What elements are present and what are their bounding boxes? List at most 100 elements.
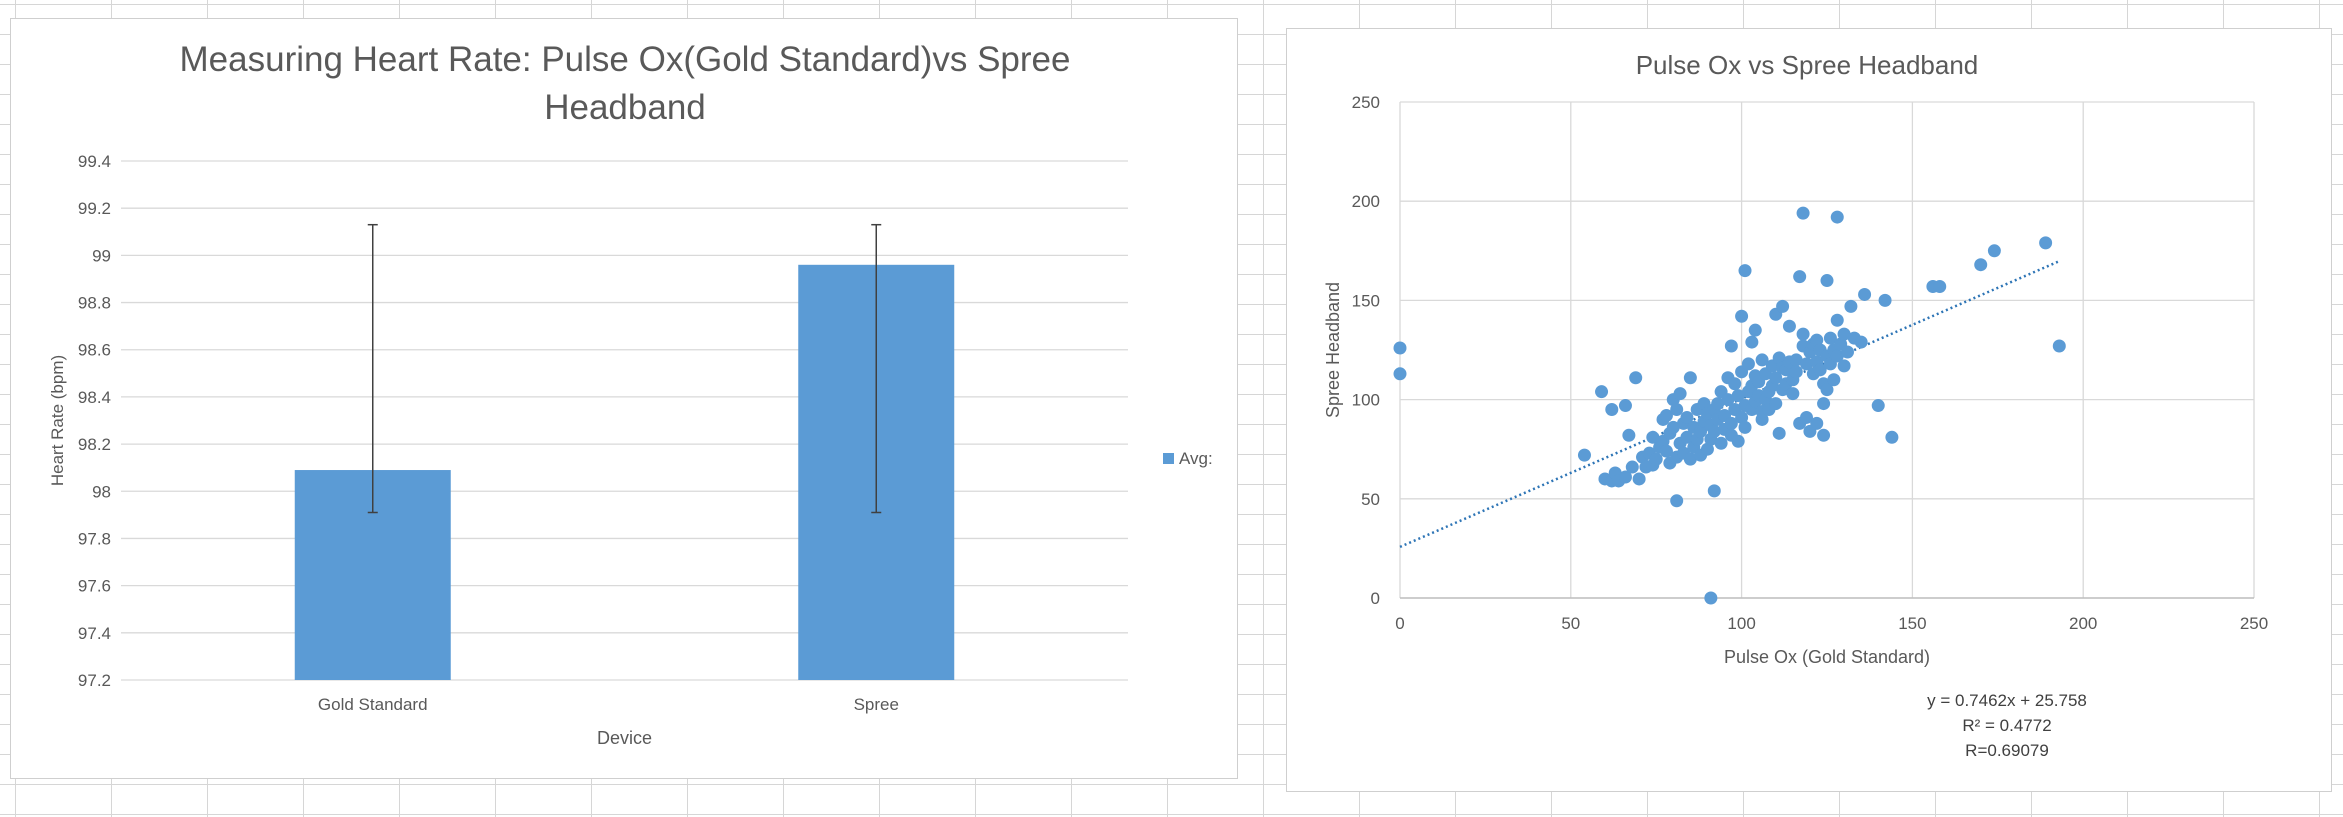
data-point [1670, 494, 1684, 508]
data-point [1646, 430, 1660, 444]
y-tick-label: 98.2 [78, 435, 111, 454]
y-tick-label: 0 [1371, 589, 1380, 608]
y-tick-label: 98.6 [78, 341, 111, 360]
scatter-chart: Pulse Ox vs Spree Headband 0 50 100 150 200 25… [1323, 50, 2268, 667]
data-point [1629, 371, 1643, 385]
data-point [1793, 270, 1807, 284]
x-axis-title: Pulse Ox (Gold Standard) [1724, 647, 1930, 667]
data-point [1823, 331, 1837, 345]
data-point [1393, 367, 1407, 381]
data-point [1625, 460, 1639, 474]
bar-chart-panel[interactable]: Measuring Heart Rate: Pulse Ox(Gold Stan… [10, 18, 1238, 779]
y-tick-label: 250 [1352, 93, 1380, 112]
data-point [2039, 236, 2053, 250]
data-point [1786, 387, 1800, 401]
data-point [1840, 345, 1854, 359]
data-point [1670, 403, 1684, 417]
data-point [1820, 383, 1834, 397]
data-point [1748, 323, 1762, 337]
data-point [1772, 426, 1786, 440]
y-tick-label: 100 [1352, 391, 1380, 410]
data-point [1618, 399, 1632, 413]
data-point [1772, 351, 1786, 365]
data-point [1974, 258, 1988, 272]
data-point [1659, 444, 1673, 458]
data-point [1830, 349, 1844, 363]
data-point [1987, 244, 2001, 258]
data-point [1755, 353, 1769, 367]
data-point [1854, 335, 1868, 349]
data-point [1704, 591, 1718, 605]
x-tick-label: 0 [1395, 614, 1404, 633]
data-point [1885, 430, 1899, 444]
data-point [1830, 313, 1844, 327]
data-point [1871, 399, 1885, 413]
r-value-label: R=0.69079 [1965, 741, 2049, 760]
y-axis-title: Spree Headband [1323, 282, 1343, 418]
data-point [1735, 309, 1749, 323]
data-point [1837, 359, 1851, 373]
data-point [1820, 274, 1834, 288]
x-tick-label: 150 [1898, 614, 1926, 633]
data-point [1745, 335, 1759, 349]
data-point [1707, 424, 1721, 438]
data-point [1735, 410, 1749, 424]
x-axis-title: Device [597, 728, 652, 748]
data-point [1605, 403, 1619, 417]
y-tick-label: 99.4 [78, 152, 111, 171]
x-tick-label: 200 [2069, 614, 2097, 633]
data-point [1666, 420, 1680, 434]
data-point [1769, 397, 1783, 411]
y-tick-label: 99 [92, 246, 111, 265]
y-tick-label: 99.2 [78, 199, 111, 218]
data-point [1577, 448, 1591, 462]
data-point [1683, 452, 1697, 466]
data-point [1796, 327, 1810, 341]
data-point [1707, 484, 1721, 498]
data-point [1393, 341, 1407, 355]
data-point [1714, 436, 1728, 450]
data-point [1721, 393, 1735, 407]
legend-label: Avg: [1179, 449, 1213, 468]
data-point [1731, 389, 1745, 403]
data-point [1680, 430, 1694, 444]
data-point [1789, 353, 1803, 367]
data-point [1789, 365, 1803, 379]
y-tick-label: 97.4 [78, 624, 111, 643]
y-tick-label: 150 [1352, 291, 1380, 310]
bar-chart: Measuring Heart Rate: Pulse Ox(Gold Stan… [48, 40, 1213, 748]
data-point [1813, 363, 1827, 377]
data-point [1827, 373, 1841, 387]
data-point [1700, 442, 1714, 456]
data-point [1817, 428, 1831, 442]
data-point [1697, 397, 1711, 411]
chart-title-line: Headband [544, 88, 706, 127]
chart-title: Pulse Ox vs Spree Headband [1636, 50, 1979, 80]
data-point [1800, 410, 1814, 424]
data-point [1844, 299, 1858, 313]
data-point [1595, 385, 1609, 399]
y-tick-label: 98.8 [78, 294, 111, 313]
data-point [1837, 327, 1851, 341]
y-tick-label: 50 [1361, 490, 1380, 509]
data-point [1782, 319, 1796, 333]
data-point [1830, 210, 1844, 224]
chart-title-line: Measuring Heart Rate: Pulse Ox(Gold Stan… [180, 40, 1071, 79]
r-squared-label: R² = 0.4772 [1962, 716, 2052, 735]
y-tick-label: 98 [92, 482, 111, 501]
data-point [1711, 397, 1725, 411]
data-point [1769, 371, 1783, 385]
x-tick-label: 50 [1561, 614, 1580, 633]
data-point [1618, 470, 1632, 484]
data-point [1694, 424, 1708, 438]
data-point [1673, 387, 1687, 401]
trendline-equation: y = 0.7462x + 25.758 [1927, 691, 2087, 710]
data-point [1796, 206, 1810, 220]
data-point [1933, 280, 1947, 294]
y-tick-label: 97.8 [78, 529, 111, 548]
data-point [1800, 357, 1814, 371]
data-point [1622, 428, 1636, 442]
x-tick-label: Gold Standard [318, 695, 428, 714]
scatter-chart-panel[interactable]: Pulse Ox vs Spree Headband 0 50 100 150 200 25… [1286, 28, 2332, 792]
